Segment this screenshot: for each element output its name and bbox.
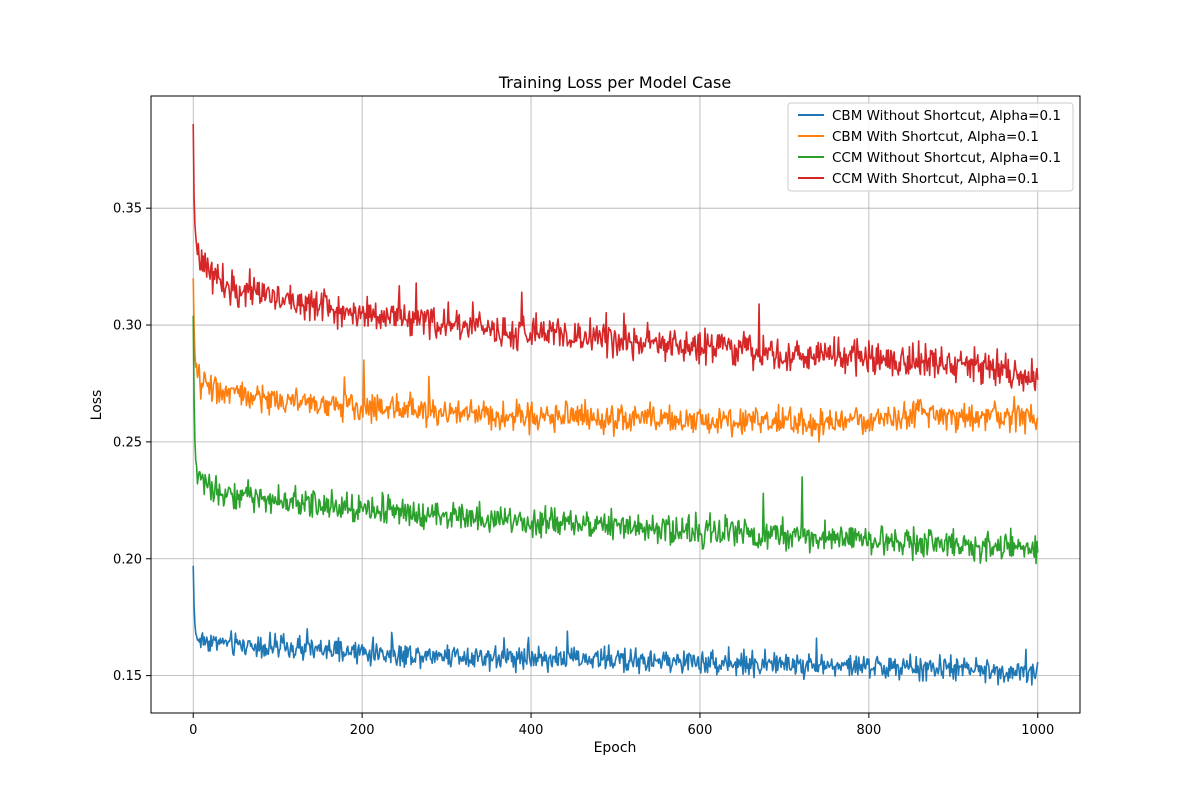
y-tick-label: 0.15 <box>113 669 142 684</box>
legend-entry: CBM Without Shortcut, Alpha=0.1 <box>832 108 1061 124</box>
y-tick-label: 0.35 <box>113 202 142 217</box>
x-tick-label: 800 <box>856 723 881 738</box>
axes-frame <box>150 95 1081 714</box>
series-line-2 <box>192 315 1039 565</box>
x-tick-label: 1000 <box>1021 723 1054 738</box>
x-tick-label: 600 <box>688 723 713 738</box>
y-axis-ticks: 0.15 0.20 0.25 0.30 0.35 <box>113 202 151 684</box>
series-line-3 <box>192 124 1039 392</box>
y-tick-label: 0.20 <box>113 552 142 567</box>
plot-area <box>192 124 1039 686</box>
x-axis-ticks: 0 200 400 600 800 1000 <box>189 713 1054 738</box>
y-tick-label: 0.25 <box>113 435 142 450</box>
legend: CBM Without Shortcut, Alpha=0.1 CBM With … <box>787 102 1074 192</box>
y-axis-label: Loss <box>89 390 105 421</box>
y-tick-label: 0.30 <box>113 319 142 334</box>
x-tick-label: 0 <box>189 723 197 738</box>
legend-entry: CCM Without Shortcut, Alpha=0.1 <box>832 150 1061 166</box>
legend-box <box>787 102 1074 192</box>
chart-title: Training Loss per Model Case <box>498 73 731 92</box>
legend-entry: CBM With Shortcut, Alpha=0.1 <box>832 129 1039 145</box>
series-line-1 <box>192 278 1039 443</box>
legend-entry: CCM With Shortcut, Alpha=0.1 <box>832 171 1039 187</box>
x-axis-label: Epoch <box>594 740 637 756</box>
x-tick-label: 200 <box>350 723 375 738</box>
series-line-0 <box>192 565 1039 686</box>
x-tick-label: 400 <box>519 723 544 738</box>
